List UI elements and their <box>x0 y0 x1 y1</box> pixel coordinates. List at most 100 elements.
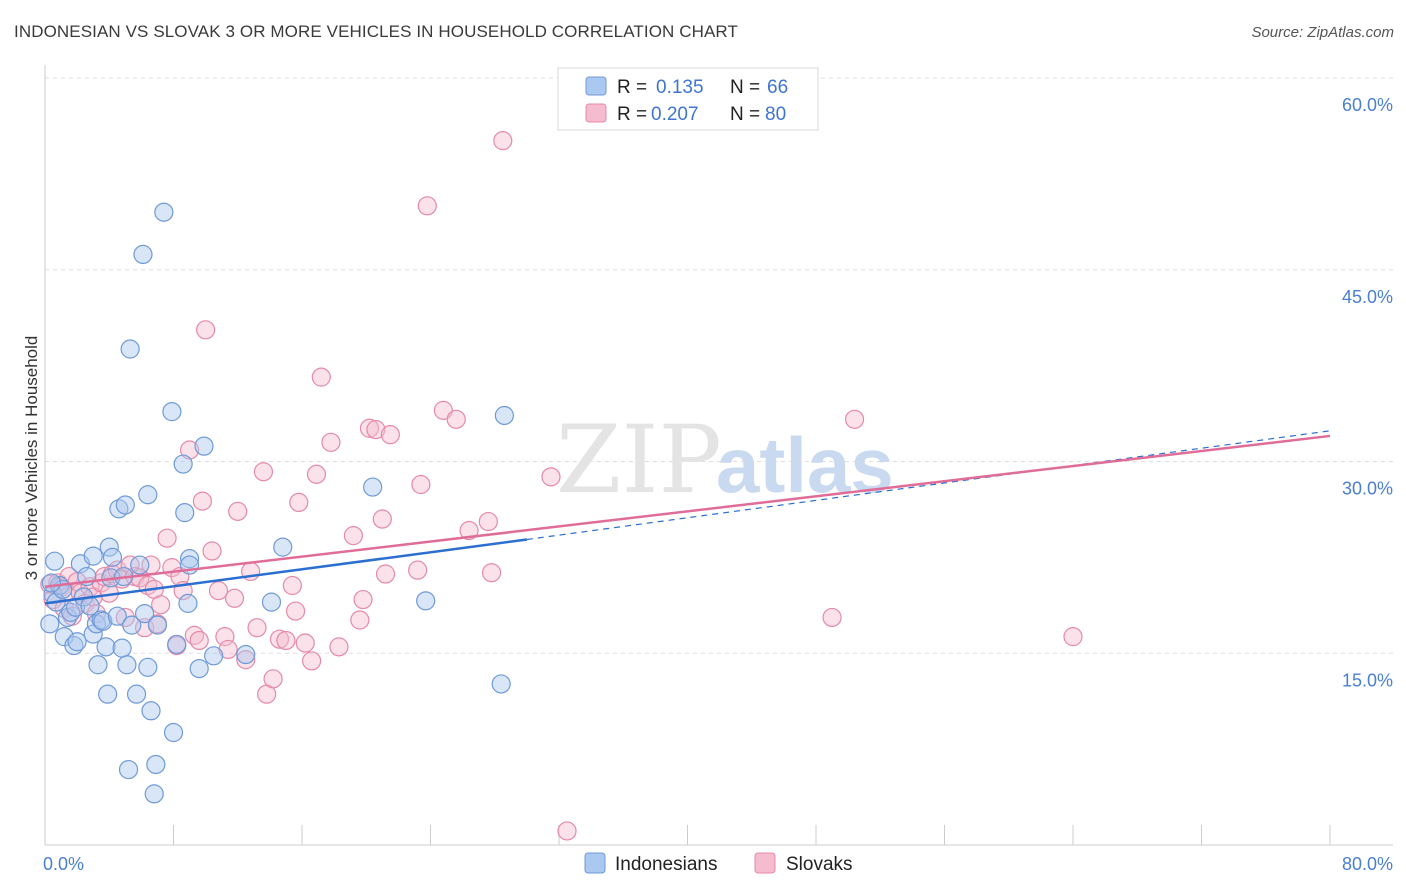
slovaks-point-72 <box>411 474 431 495</box>
legend-swatch-slovaks <box>585 103 607 123</box>
x-tick-labels: 0.0% 80.0% <box>43 854 1393 874</box>
indonesians-point-11 <box>67 632 87 652</box>
slovaks-point-45 <box>228 501 248 521</box>
indonesians-point-48 <box>163 722 184 743</box>
indonesians-point-36 <box>126 684 147 704</box>
series-legend: Indonesians Slovaks <box>584 852 853 875</box>
indonesians-point-2 <box>45 551 65 571</box>
legend-r-value-2: 0.207 <box>651 104 699 125</box>
indonesians-point-44 <box>146 754 166 775</box>
slovaks-point-42 <box>215 627 235 647</box>
slovaks-point-60 <box>311 367 331 387</box>
slovaks-point-21 <box>120 555 140 575</box>
indonesians-point-0 <box>40 614 60 634</box>
x-tick-max: 80.0% <box>1342 854 1393 874</box>
indonesians-point-23 <box>98 684 118 704</box>
trend-lines <box>44 430 1331 605</box>
indonesians-point-60 <box>273 537 293 557</box>
bottom-legend-swatch-slovaks <box>754 852 776 874</box>
indonesians-point-49 <box>167 634 187 654</box>
slovaks-point-54 <box>282 575 302 596</box>
indonesians-point-57 <box>204 646 224 666</box>
y-tick-label-60: 60.0% <box>1342 95 1393 115</box>
slovaks-trend-line <box>44 434 1331 589</box>
indonesians-point-59 <box>261 592 282 612</box>
y-tick-labels: 15.0% 30.0% 45.0% 60.0% <box>1342 95 1393 690</box>
indonesians-point-24 <box>99 537 119 557</box>
slovaks-point-79 <box>493 131 513 151</box>
slovaks-point-69 <box>375 564 396 584</box>
y-tick-label-45: 45.0% <box>1342 287 1393 307</box>
indonesians-point-61 <box>363 477 383 497</box>
watermark-atlas: atlas <box>716 421 894 509</box>
slovaks-point-82 <box>844 409 865 429</box>
indonesians-point-17 <box>83 546 103 566</box>
legend-r-label-1: R = <box>617 77 647 98</box>
indonesians-point-34 <box>120 339 140 359</box>
legend-n-label-2: N = <box>730 104 760 125</box>
indonesians-point-46 <box>154 202 174 222</box>
indonesians-point-29 <box>112 638 132 658</box>
y-axis-label: 3 or more Vehicles in Household <box>22 336 41 581</box>
slovaks-point-62 <box>329 637 349 657</box>
indonesians-point-31 <box>115 495 135 515</box>
slovaks-point-78 <box>481 563 502 583</box>
slovaks-point-75 <box>446 409 466 429</box>
slovaks-point-29 <box>151 595 171 615</box>
indonesians-point-47 <box>162 402 182 422</box>
stats-legend: R = 0.135 N = 66 R = 0.207 N = 80 <box>557 67 819 131</box>
legend-n-label-1: N = <box>730 77 760 98</box>
indonesians-trend-extension <box>526 430 1331 541</box>
slovaks-point-46 <box>236 650 256 670</box>
indonesians-point-55 <box>189 658 209 679</box>
source-label: Source: ZipAtlas.com <box>1251 24 1394 41</box>
slovaks-point-51 <box>263 669 283 689</box>
indonesians-point-41 <box>138 657 158 677</box>
legend-n-value-1: 66 <box>767 77 788 98</box>
slovaks-point-59 <box>306 464 327 484</box>
indonesians-point-7 <box>57 607 78 628</box>
indonesians-point-56 <box>194 436 214 456</box>
x-tick-min: 0.0% <box>43 854 84 874</box>
indonesians-point-19 <box>88 655 108 675</box>
slovaks-point-38 <box>192 491 213 511</box>
indonesians-point-39 <box>134 604 155 624</box>
slovaks-point-83 <box>1063 627 1083 647</box>
indonesians-point-52 <box>178 593 198 613</box>
indonesians-point-37 <box>130 555 150 575</box>
indonesians-point-27 <box>107 606 127 626</box>
slovaks-point-40 <box>202 541 222 561</box>
y-tick-label-15: 15.0% <box>1342 670 1393 690</box>
slovaks-point-81 <box>822 607 842 628</box>
indonesians-point-64 <box>494 405 514 426</box>
slovaks-point-30 <box>157 528 177 548</box>
slovaks-point-61 <box>321 432 341 452</box>
slovaks-point-44 <box>224 588 245 608</box>
slovaks-point-68 <box>372 509 392 529</box>
grid-lines <box>45 77 1393 654</box>
slovaks-point-55 <box>285 601 306 621</box>
slovaks-point-49 <box>253 462 274 482</box>
indonesians-point-43 <box>144 784 164 804</box>
slovaks-point-67 <box>366 419 386 440</box>
indonesians-point-45 <box>147 615 168 635</box>
bottom-legend-slovaks: Slovaks <box>786 854 853 875</box>
slovaks-point-63 <box>343 526 363 546</box>
indonesians-point-42 <box>141 701 161 721</box>
chart-title: INDONESIAN VS SLOVAK 3 OR MORE VEHICLES … <box>14 22 738 41</box>
bottom-legend-swatch-indonesians <box>584 852 606 874</box>
slovaks-point-37 <box>189 630 209 651</box>
slovaks-point-52 <box>269 629 290 649</box>
watermark-zip: ZIP <box>556 406 722 515</box>
indonesians-point-33 <box>118 759 139 780</box>
indonesians-point-63 <box>491 674 511 694</box>
indonesians-point-65 <box>41 573 62 593</box>
indonesians-trend-line <box>44 538 528 605</box>
slovaks-point-20 <box>115 607 135 628</box>
indonesians-point-50 <box>173 454 193 474</box>
slovaks-point-70 <box>380 425 400 445</box>
slovaks-point-39 <box>196 320 216 340</box>
legend-r-label-2: R = <box>617 104 647 125</box>
indonesians-point-32 <box>117 655 137 675</box>
